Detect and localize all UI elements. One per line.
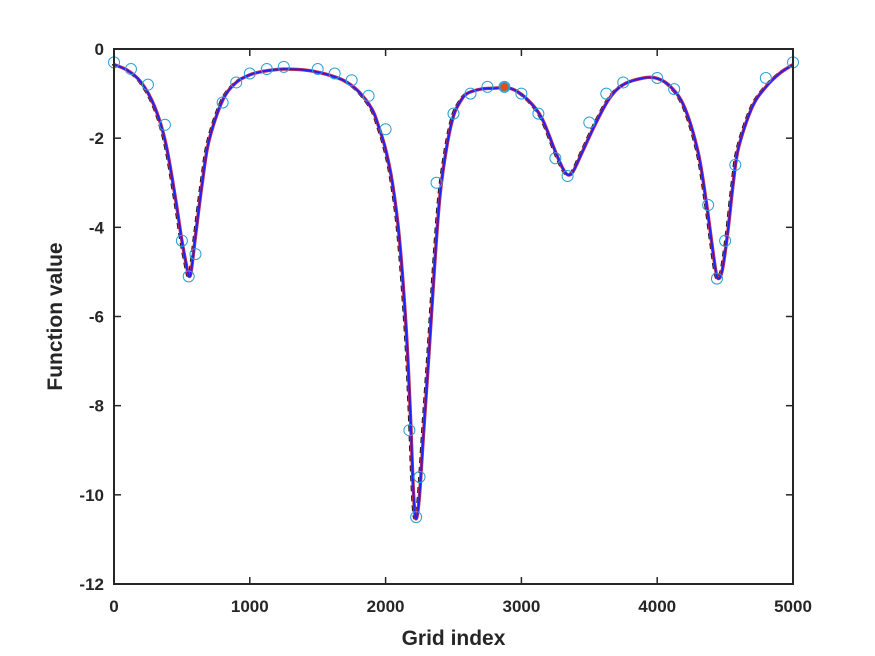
sample-point-marker xyxy=(668,83,681,96)
sample-point-marker xyxy=(651,71,664,84)
sample-point-marker xyxy=(328,67,341,80)
sample-point-marker xyxy=(403,424,416,437)
sample-point-marker xyxy=(124,63,137,76)
sample-point-marker xyxy=(561,170,574,183)
sample-point-marker xyxy=(464,87,477,100)
sample-point-marker xyxy=(729,158,742,171)
plot-frame xyxy=(113,48,794,585)
sample-point-marker xyxy=(413,471,426,483)
sample-point-marker xyxy=(549,152,562,165)
y-tick-label: -8 xyxy=(89,397,104,416)
sample-point-marker xyxy=(175,234,188,247)
sample-point-marker xyxy=(243,67,256,80)
sample-point-marker xyxy=(230,76,243,89)
sample-point-marker xyxy=(158,118,171,131)
sample-point-marker xyxy=(515,87,528,100)
sample-point-marker xyxy=(311,63,324,76)
sample-point-marker xyxy=(430,176,443,189)
sample-point-marker xyxy=(277,60,290,73)
sample-point-marker xyxy=(702,199,715,212)
markers-layer xyxy=(108,56,799,524)
sample-point-marker xyxy=(498,80,511,93)
x-axis-label: Grid index xyxy=(402,627,506,650)
sample-point-marker xyxy=(182,270,195,283)
sample-point-marker xyxy=(260,63,273,76)
x-tick-label: 0 xyxy=(109,597,118,616)
x-tick-label: 4000 xyxy=(638,597,676,616)
sample-point-marker xyxy=(216,96,229,109)
sample-point-marker xyxy=(410,511,423,524)
x-tick-label: 5000 xyxy=(774,597,812,616)
sample-point-marker xyxy=(447,107,460,120)
y-tick-label: -4 xyxy=(89,218,105,237)
x-tick-label: 3000 xyxy=(502,597,540,616)
sample-point-marker xyxy=(719,234,732,247)
x-tick-label: 1000 xyxy=(231,597,269,616)
y-tick-label: -6 xyxy=(89,308,104,327)
y-tick-label: -10 xyxy=(79,486,104,505)
plot-background xyxy=(114,49,793,584)
main-curve-line xyxy=(113,63,794,520)
sample-point-marker xyxy=(362,89,375,102)
sample-point-marker xyxy=(532,107,545,120)
sample-point-marker xyxy=(600,87,613,100)
sample-point-marker xyxy=(583,116,596,129)
y-tick-label: 0 xyxy=(95,40,104,59)
sample-point-marker xyxy=(481,80,494,93)
highlight-point-marker xyxy=(499,81,510,92)
y-tick-label: -12 xyxy=(79,575,104,594)
sample-point-marker xyxy=(759,71,772,84)
ticks-layer: 0 1000 2000 3000 4000 5000 0 -2 -4 -6 -8 -10 -12 xyxy=(79,40,811,616)
sample-point-marker xyxy=(617,76,630,89)
y-tick-label: -2 xyxy=(89,129,104,148)
sample-point-marker xyxy=(710,272,723,285)
sample-point-marker xyxy=(141,78,154,91)
x-tick-label: 2000 xyxy=(367,597,405,616)
curves-layer xyxy=(111,63,794,521)
sample-point-marker xyxy=(379,123,392,136)
dashed-reference-line xyxy=(111,63,792,520)
sample-point-marker xyxy=(189,248,202,261)
y-axis-label: Function value xyxy=(44,242,67,390)
sample-point-marker xyxy=(345,74,358,87)
